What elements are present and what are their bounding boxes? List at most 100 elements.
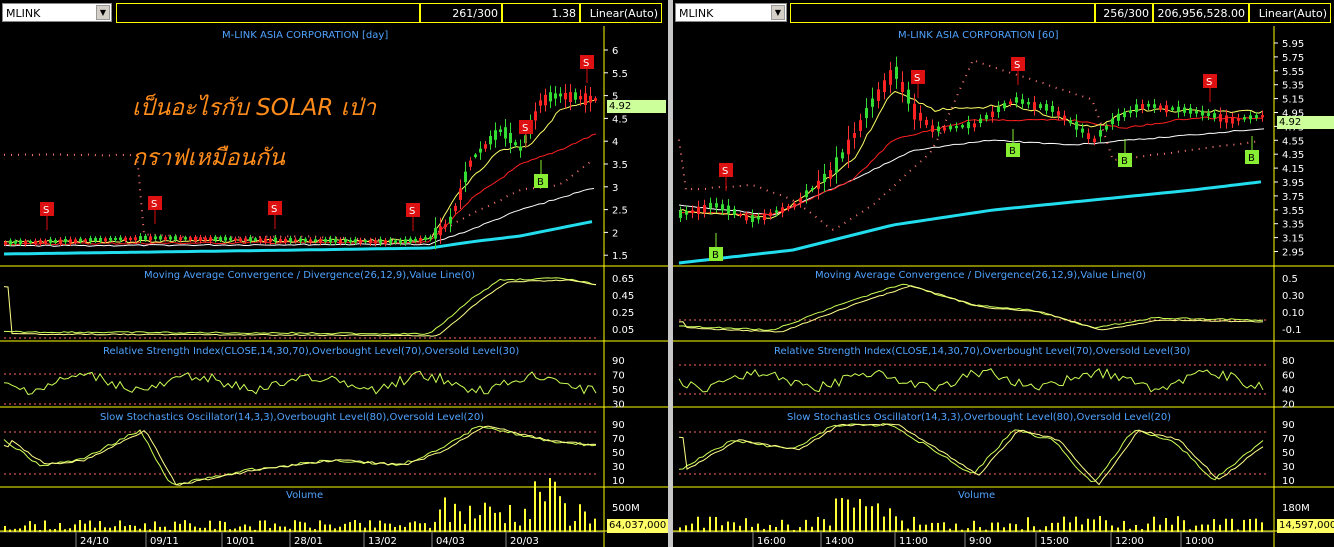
volume-bar [429, 527, 431, 532]
signal-label: S [43, 205, 49, 216]
candle-down [359, 239, 362, 244]
volume-bar [214, 528, 216, 532]
volume-bar [99, 521, 101, 532]
right-value: 206,956,528.00 [1153, 3, 1249, 23]
candle-up [514, 142, 517, 146]
sell-signal-marker [1011, 57, 1025, 71]
candle-up [349, 239, 352, 243]
stoch-axis-tick: 30 [612, 462, 625, 473]
candle-up [364, 240, 367, 243]
candle-up [434, 227, 437, 239]
candle-up [1069, 120, 1072, 124]
volume-bar [459, 511, 461, 532]
candle-up [1201, 110, 1204, 116]
volume-bar [109, 527, 111, 532]
signal-label: S [409, 206, 415, 217]
candle-down [1159, 105, 1162, 110]
candle-down [853, 133, 856, 138]
candle-up [289, 238, 292, 242]
volume-bar [84, 523, 86, 532]
candle-up [64, 238, 67, 243]
sell-signal-marker [519, 120, 533, 134]
left-note-line-2: กราฟเหมือนกัน [132, 145, 285, 171]
right-scale-button[interactable]: Linear(Auto) [1249, 3, 1331, 23]
sell-signal-marker [268, 201, 282, 215]
time-axis-label: 09/11 [150, 536, 179, 547]
candle-down [69, 239, 72, 243]
buy-signal-marker [1006, 143, 1020, 157]
volume-bar [1045, 526, 1047, 532]
left-chart-canvas[interactable]: M-LINK ASIA CORPORATION [day] Moving Aver… [0, 0, 668, 547]
volume-bar [64, 529, 66, 532]
volume-bar [709, 516, 711, 532]
macd-axis-tick: 0.25 [612, 308, 634, 319]
volume-bar [29, 521, 31, 532]
left-symbol-select[interactable]: MLINK ▼ [2, 3, 112, 22]
volume-axis-tick: 500M [612, 503, 640, 514]
stoch-axis-tick: 10 [612, 476, 625, 487]
candle-up [1189, 108, 1192, 114]
volume-bar [703, 527, 705, 532]
candle-up [1111, 118, 1114, 125]
volume-bar [763, 528, 765, 532]
price-axis-tick: 3.35 [1282, 220, 1304, 231]
candle-down [973, 123, 976, 128]
price-axis-tick: 3.15 [1282, 234, 1304, 245]
chevron-down-icon[interactable]: ▼ [96, 5, 110, 20]
stoch-d-line [3, 425, 597, 486]
candle-up [274, 237, 277, 242]
volume-bar [519, 525, 521, 532]
candle-up [979, 118, 982, 124]
candle-down [44, 240, 47, 244]
volume-bar [484, 502, 486, 532]
macd-axis-tick: 0.05 [612, 325, 634, 336]
sell-signal-marker [580, 55, 594, 69]
volume-bar [1093, 519, 1095, 532]
price-axis-tick: 5.95 [1282, 39, 1304, 50]
volume-bar [334, 528, 336, 532]
rsi-line [3, 370, 597, 395]
volume-bar [134, 525, 136, 532]
candle-down [584, 93, 587, 106]
volume-bar [399, 525, 401, 532]
price-axis-tick: 5.5 [612, 69, 628, 80]
candle-up [139, 236, 142, 240]
price-axis-tick: 5.35 [1282, 81, 1304, 92]
parabolic-sar-dots [3, 153, 593, 244]
volume-bar [1225, 518, 1227, 532]
moving-average-long [3, 220, 593, 256]
candle-down [339, 239, 342, 243]
volume-bar [1195, 525, 1197, 532]
time-axis-label: 10:00 [1185, 536, 1214, 547]
candle-up [823, 173, 826, 182]
right-symbol-select[interactable]: MLINK ▼ [675, 3, 787, 22]
volume-bar [691, 523, 693, 532]
volume-bar [589, 523, 591, 532]
candle-up [224, 237, 227, 241]
price-axis-tick: 5.75 [1282, 53, 1304, 64]
volume-bar [49, 529, 51, 532]
split-divider[interactable] [668, 0, 673, 547]
stoch-panel-title: Slow Stochastics Oscillator(14,3,3),Over… [100, 412, 484, 423]
candle-up [1129, 110, 1132, 114]
volume-bar [94, 527, 96, 532]
chevron-down-icon[interactable]: ▼ [771, 5, 785, 20]
candle-down [259, 238, 262, 242]
volume-bar [685, 525, 687, 532]
sell-signal-marker [911, 70, 925, 84]
volume-bar [284, 526, 286, 532]
left-scale-button[interactable]: Linear(Auto) [580, 3, 662, 23]
volume-bar [584, 511, 586, 532]
candle-down [179, 237, 182, 241]
right-chart-canvas[interactable]: M-LINK ASIA CORPORATION [60] Moving Avera… [673, 0, 1334, 547]
volume-bar [1141, 529, 1143, 532]
candle-up [865, 108, 868, 118]
price-axis-tick: 2.95 [1282, 248, 1304, 259]
candle-down [104, 238, 107, 242]
price-axis-tick: 4.15 [1282, 164, 1304, 175]
macd-axis-tick: 0.45 [612, 291, 634, 302]
volume-bar [883, 516, 885, 532]
rsi-axis-tick: 40 [1282, 385, 1295, 396]
rsi-axis-tick: 80 [1282, 356, 1295, 367]
time-axis-label: 28/01 [294, 536, 323, 547]
